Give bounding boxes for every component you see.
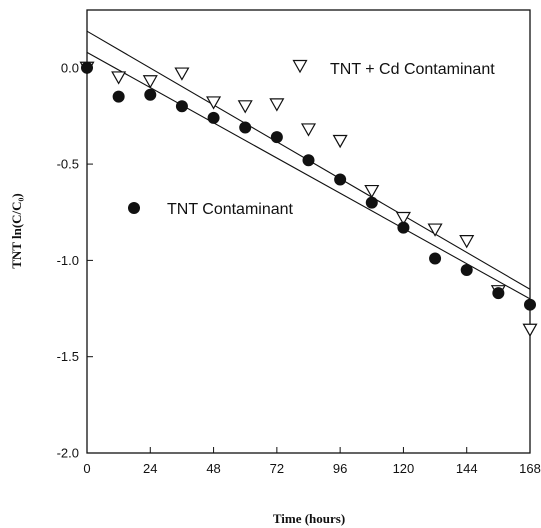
legend-marker-circle [128,202,140,214]
y-tick-label: -1.0 [57,253,79,268]
data-point-tnt [239,121,252,134]
x-tick-label: 24 [143,461,157,476]
data-point-tnt-cd [522,323,538,337]
plot-frame [86,9,531,454]
data-point-tnt [207,111,220,124]
data-point-tnt-cd [427,223,443,237]
data-point-tnt [492,287,505,300]
x-axis-title: Time (hours) [273,511,345,526]
data-point-tnt [270,131,283,144]
legend-marker-triangle [292,59,308,74]
data-point-tnt [175,100,188,113]
legend-label-tnt: TNT Contaminant [167,201,294,218]
data-point-tnt-cd [332,134,348,149]
data-point-tnt-cd [174,67,190,81]
data-point-tnt-cd [364,184,380,199]
data-point-tnt [460,264,473,277]
legend: TNT + Cd Contaminant TNT Contaminant [128,59,495,218]
fit-line [86,51,531,300]
x-tick-label: 0 [83,461,90,476]
data-point-tnt [429,252,442,265]
data-point-tnt-cd [459,235,475,249]
y-tick-label: 0.0 [61,60,79,75]
data-point-tnt-cd [206,96,222,110]
y-tick-label: -2.0 [57,446,79,461]
x-tick-label: 72 [270,461,284,476]
y-tick-label: -1.5 [57,349,79,364]
data-point-tnt-cd [300,123,317,137]
axis-ticks: 0 24 48 72 96 120 144 168 0.0 -0.5 -1.0 -1.5 -2.0 [57,60,541,476]
data-point-tnt [334,173,347,186]
data-point-tnt [397,221,410,234]
x-tick-label: 48 [206,461,220,476]
y-axis-title: TNT ln(C/C₀) [9,193,24,269]
data-point-tnt [112,90,125,103]
data-point-tnt-cd [111,71,127,85]
x-tick-label: 96 [333,461,347,476]
x-tick-label: 144 [456,461,478,476]
data-point-tnt-cd [237,100,253,114]
data-points [79,61,538,337]
data-point-tnt-cd [269,98,285,112]
y-tick-label: -0.5 [57,157,79,172]
data-point-tnt-cd [395,211,411,226]
data-point-tnt [144,88,157,101]
data-point-tnt [81,61,93,74]
legend-label-tnt-cd: TNT + Cd Contaminant [330,61,495,78]
data-point-tnt [524,298,536,311]
x-tick-label: 168 [519,461,541,476]
data-point-tnt-cd [142,75,158,89]
data-point-tnt [302,154,315,167]
data-point-tnt [365,196,378,209]
x-tick-label: 120 [393,461,415,476]
